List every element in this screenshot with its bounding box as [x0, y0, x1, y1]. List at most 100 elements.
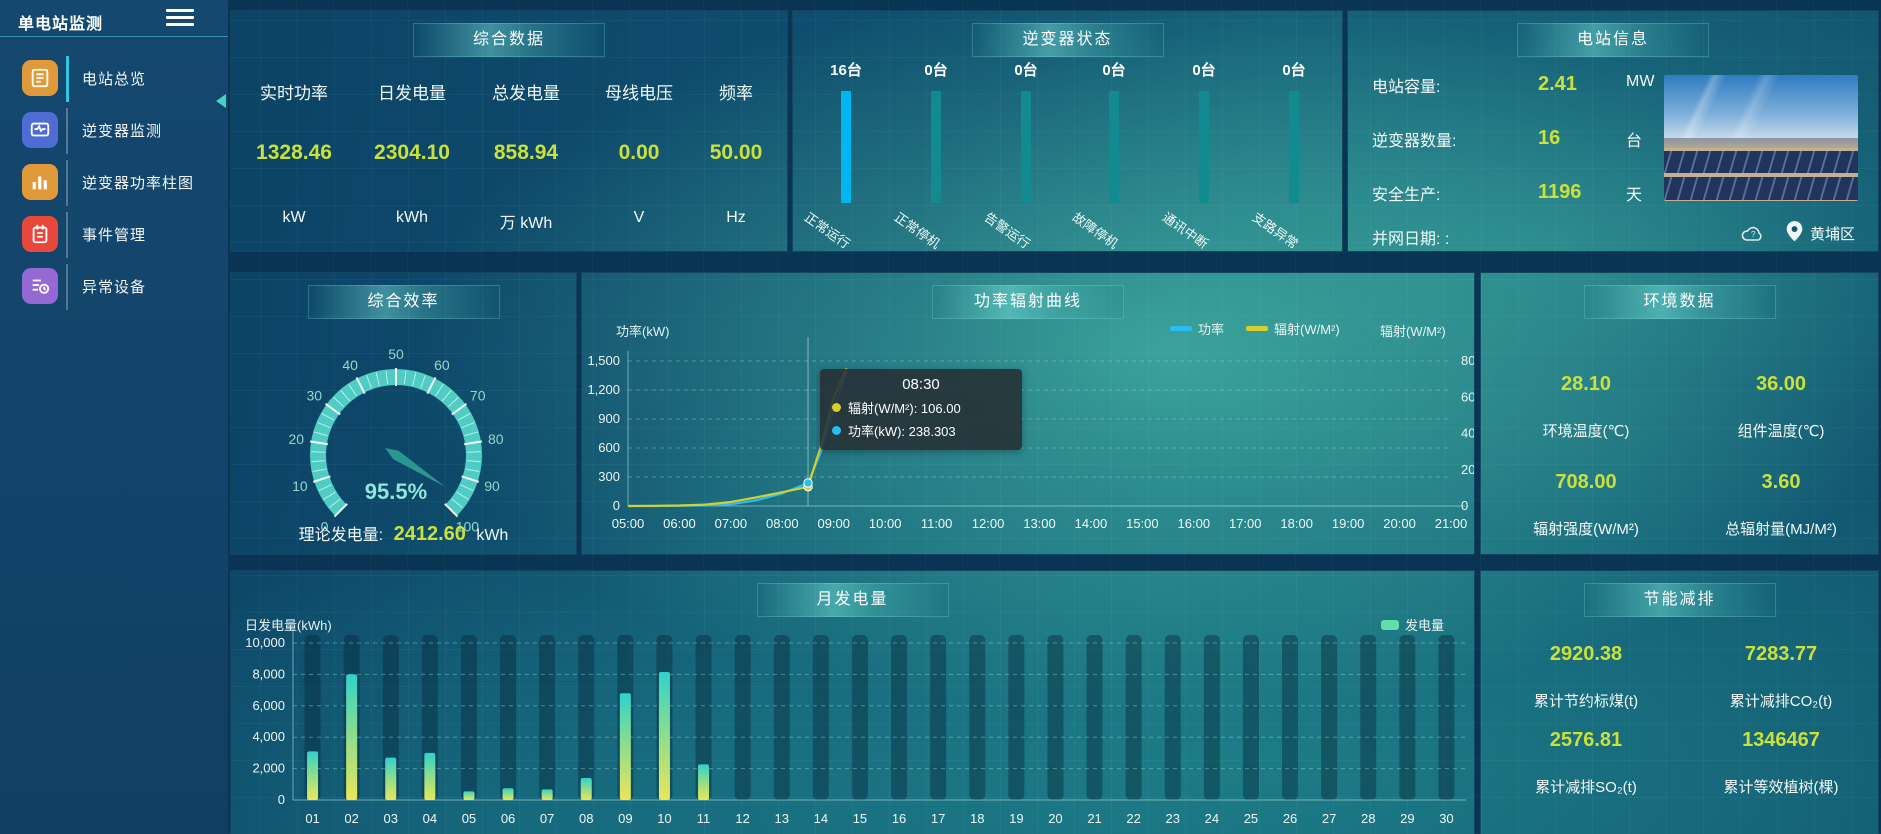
svg-text:40: 40	[342, 357, 358, 373]
hamburger-menu-icon[interactable]	[166, 9, 194, 29]
svg-text:19: 19	[1009, 811, 1023, 826]
metric-value: 7283.77	[1744, 643, 1818, 665]
sidebar-item-label: 异常设备	[82, 279, 147, 296]
info-value: 2.41	[1538, 73, 1577, 95]
svg-text:70: 70	[470, 388, 486, 404]
metric-label: 总发电量	[492, 84, 560, 103]
location-pin-icon	[1786, 221, 1803, 242]
sidebar-item-label: 电站总览	[82, 71, 147, 88]
sidebar-item-inverter-monitor[interactable]: 逆变器监测	[0, 106, 228, 158]
collapse-panel-arrow[interactable]	[216, 94, 226, 108]
sidebar-item-inverter-power-bars[interactable]: 逆变器功率柱图	[0, 158, 228, 210]
sidebar-item-abnormal-devices[interactable]: 异常设备	[0, 262, 228, 314]
svg-text:21: 21	[1087, 811, 1101, 826]
monthly-generation-chart[interactable]: 0 2,000 4,000 6,000 8,000 10,000 01 02 03 04 05 06 0…	[231, 571, 1474, 834]
overview-icon	[22, 60, 58, 96]
svg-text:20: 20	[1048, 811, 1062, 826]
svg-text:24: 24	[1205, 811, 1219, 826]
power-radiation-chart[interactable]: 03006009001,2001,500020040060080005:0006…	[582, 273, 1474, 554]
svg-text:18: 18	[970, 811, 984, 826]
svg-text:20: 20	[288, 431, 304, 447]
legend-item-generation[interactable]: 发电量	[1381, 615, 1444, 634]
metric-unit: V	[633, 209, 645, 226]
power-dot-icon	[832, 426, 841, 435]
metric-value: 3.60	[1761, 471, 1801, 493]
efficiency-gauge[interactable]: 0 10 20 30 40 50 60 70 80 90 100 95.5%	[231, 309, 576, 537]
info-label: 并网日期: :	[1372, 231, 1450, 248]
metric-unit: Hz	[726, 209, 746, 226]
station-info-row: 电站容量: 2.41 MW	[1348, 73, 1678, 101]
svg-text:1,200: 1,200	[587, 382, 620, 397]
svg-text:13:00: 13:00	[1023, 516, 1056, 531]
svg-text:05: 05	[462, 811, 476, 826]
svg-text:02: 02	[344, 811, 358, 826]
info-unit: MW	[1626, 73, 1655, 90]
sidebar-item-station-overview[interactable]: 电站总览	[0, 54, 228, 106]
svg-text:28: 28	[1361, 811, 1375, 826]
svg-text:0: 0	[613, 498, 620, 513]
station-footer: ? 黄埔区	[1348, 221, 1878, 251]
status-bar	[1021, 91, 1031, 203]
sidebar-item-label: 逆变器监测	[82, 123, 163, 140]
info-unit: 台	[1626, 133, 1643, 150]
svg-text:14:00: 14:00	[1075, 516, 1108, 531]
svg-text:08: 08	[579, 811, 593, 826]
photo-sky	[1664, 75, 1858, 141]
metric-label: 组件温度(℃)	[1737, 423, 1825, 440]
curve-legend: 功率 辐射(W/M²)	[1170, 319, 1340, 338]
environment-metric: 708.00 辐射强度(W/M²)	[1491, 471, 1681, 539]
metric-label: 环境温度(℃)	[1542, 423, 1630, 440]
menu-guide-line	[66, 264, 68, 310]
metric-unit: 万 kWh	[499, 215, 553, 232]
weather-cloud-icon[interactable]: ?	[1740, 223, 1766, 245]
sidebar-item-label: 事件管理	[82, 227, 147, 244]
svg-text:17: 17	[931, 811, 945, 826]
saving-metric: 1346467 累计等效植树(棵)	[1686, 729, 1876, 797]
panel-title-efficiency: 综合效率	[307, 285, 500, 319]
power-bars-icon	[22, 164, 58, 200]
svg-text:29: 29	[1400, 811, 1414, 826]
sidebar-menu: 电站总览 逆变器监测 逆变器功率柱图 事	[0, 54, 228, 314]
legend-label: 功率	[1198, 322, 1225, 337]
metric-label: 累计减排CO₂(t)	[1729, 693, 1833, 710]
generation-legend-swatch	[1381, 619, 1399, 630]
svg-text:14: 14	[814, 811, 828, 826]
svg-text:80: 80	[488, 431, 504, 447]
svg-text:06:00: 06:00	[663, 516, 696, 531]
svg-text:50: 50	[388, 346, 404, 362]
svg-text:13: 13	[775, 811, 789, 826]
svg-text:03: 03	[384, 811, 398, 826]
photo-solar-panels	[1664, 151, 1858, 174]
legend-item-power[interactable]: 功率	[1170, 319, 1224, 338]
metric-unit: kW	[282, 209, 306, 226]
metric-label: 频率	[719, 84, 753, 103]
status-label: 正常运行	[801, 209, 853, 252]
svg-text:11:00: 11:00	[921, 516, 953, 531]
status-bar	[931, 91, 941, 203]
svg-text:04: 04	[423, 811, 437, 826]
svg-text:25: 25	[1244, 811, 1258, 826]
sidebar-item-event-management[interactable]: 事件管理	[0, 210, 228, 262]
panel-title-power-curve: 功率辐射曲线	[932, 285, 1124, 319]
metric-value: 2920.38	[1549, 643, 1623, 665]
legend-item-radiation[interactable]: 辐射(W/M²)	[1246, 319, 1340, 338]
status-count: 16台	[830, 62, 862, 79]
tooltip-power-text: 功率(kW): 238.303	[848, 424, 956, 439]
status-count: 0台	[1014, 62, 1038, 79]
svg-text:100: 100	[456, 518, 480, 534]
status-count: 0台	[1192, 62, 1216, 79]
svg-text:?: ?	[1751, 230, 1756, 239]
metric-label: 实时功率	[260, 84, 328, 103]
panel-title-monthly: 月发电量	[756, 583, 949, 617]
saving-metric: 2576.81 累计减排SO₂(t)	[1491, 729, 1681, 797]
metric-unit: kWh	[396, 209, 428, 226]
metric-label: 累计减排SO₂(t)	[1535, 779, 1637, 796]
svg-text:21:00: 21:00	[1435, 516, 1468, 531]
saving-metric: 7283.77 累计减排CO₂(t)	[1686, 643, 1876, 711]
svg-text:0: 0	[321, 518, 329, 534]
status-label: 告警运行	[981, 209, 1033, 252]
svg-text:600: 600	[598, 440, 620, 455]
svg-text:15: 15	[853, 811, 867, 826]
menu-guide-line	[66, 212, 68, 258]
